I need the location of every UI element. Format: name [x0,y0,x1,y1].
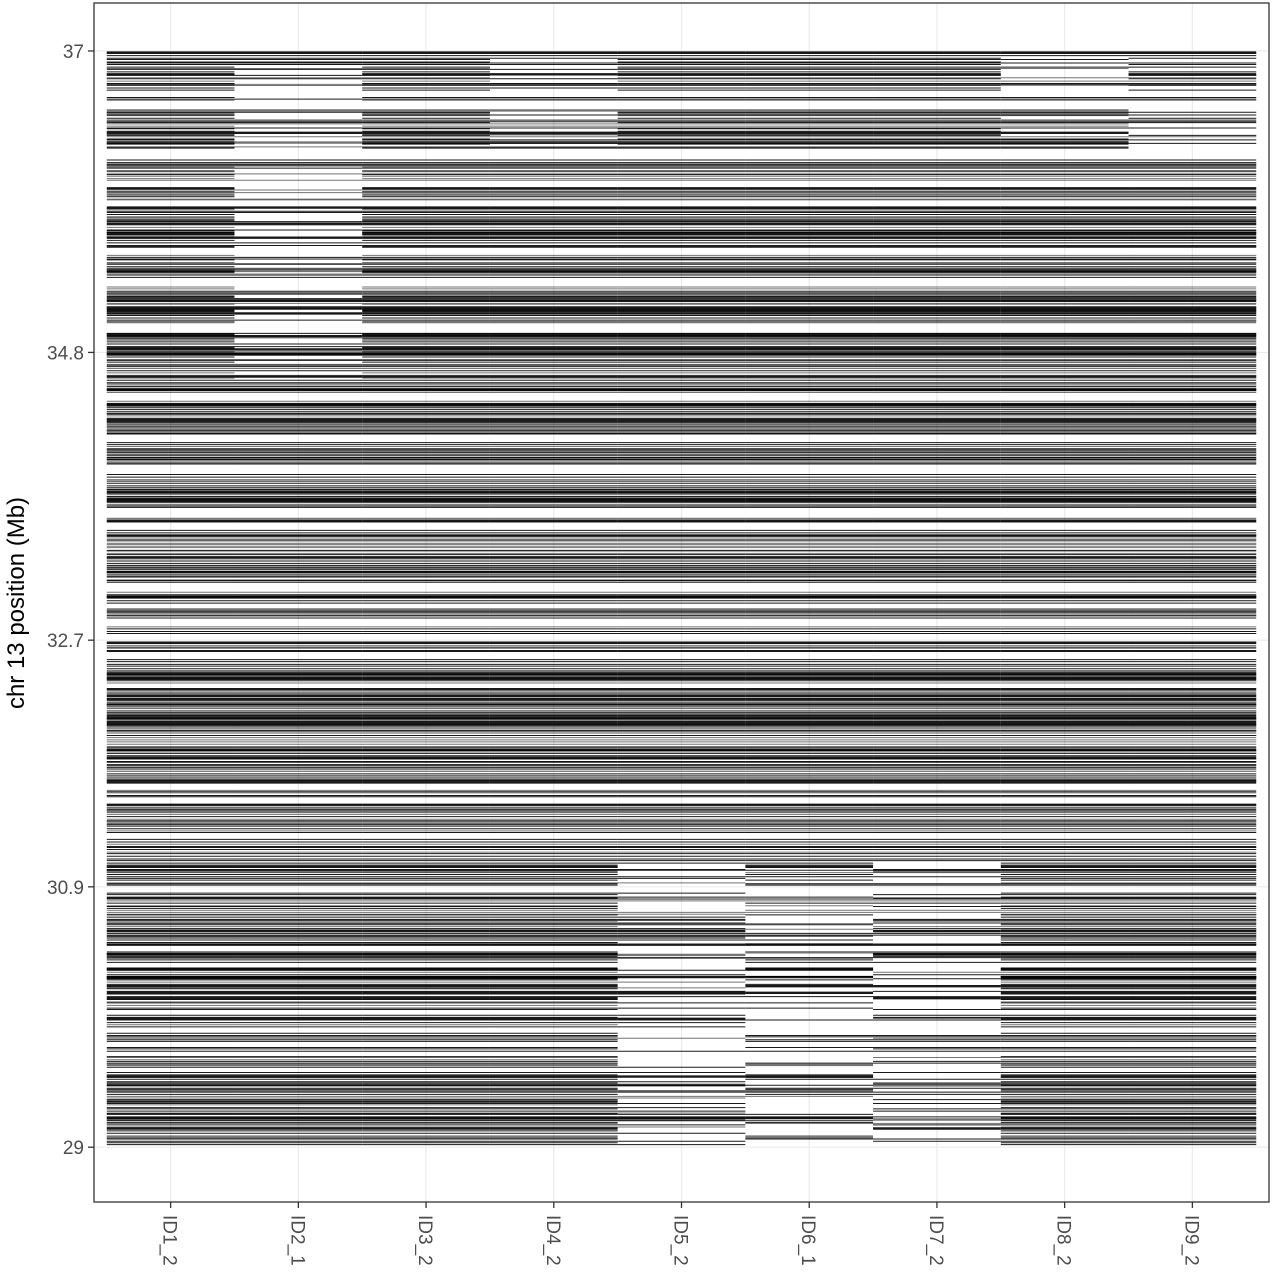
x-tick-label: ID4_2 [542,1215,563,1266]
sample-column-id2-1 [234,51,363,1146]
y-tick-label: 29 [63,1138,84,1159]
x-tick-label: ID5_2 [670,1215,691,1266]
sample-column-id1-2 [106,51,235,1146]
sample-column-id8-2 [1000,51,1129,1146]
sample-column-id4-2 [489,51,618,1146]
grid-lines [94,3,1269,1202]
x-tick-label: ID8_2 [1053,1215,1074,1266]
y-tick-label: 32.7 [47,631,84,652]
sample-column-id6-1 [745,51,874,1140]
y-tick-label: 30.9 [47,878,84,899]
sample-column-id5-2 [617,51,746,1146]
axes: 29 30.9 32.7 34.8 37 ID1_2 ID2_1 ID3_2 ID4_2 ID5_… [47,42,1201,1266]
x-tick-label: ID1_2 [159,1215,180,1266]
y-tick-label: 34.8 [47,343,84,364]
snp-marks [106,51,1257,1146]
x-tick-label: ID7_2 [925,1215,946,1266]
sample-column-id9-2 [1128,51,1257,1146]
sample-column-id3-2 [362,51,490,1146]
sample-column-id7-2 [873,51,1001,1142]
x-tick-label: ID2_1 [286,1215,307,1266]
x-tick-label: ID3_2 [414,1215,435,1266]
y-axis-title: chr 13 position (Mb) [3,497,30,709]
x-tick-label: ID9_2 [1180,1215,1201,1266]
x-tick-label: ID6_1 [797,1215,818,1266]
y-tick-label: 37 [63,42,84,63]
